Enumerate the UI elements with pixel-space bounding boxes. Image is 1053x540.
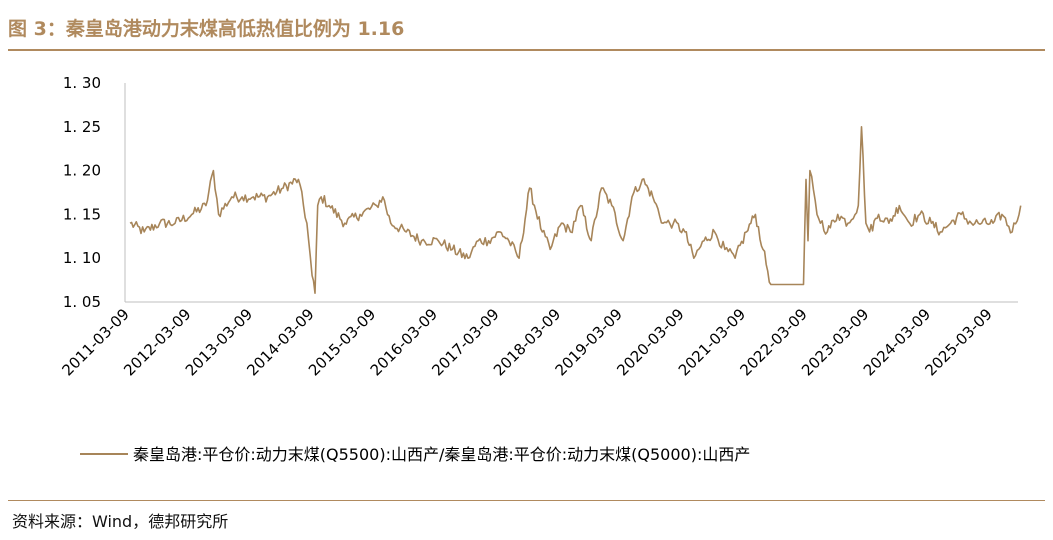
source-note: 资料来源：Wind，德邦研究所 <box>12 512 229 531</box>
y-tick-label: 1. 10 <box>63 249 101 267</box>
line-chart: 1. 30 1. 25 1. 20 1. 15 1. 10 1. 05 2011-03-0… <box>58 74 1022 464</box>
y-tick-label: 1. 30 <box>63 74 101 92</box>
title-rule <box>8 49 1045 51</box>
page-title: 图 3：秦皇岛港动力末煤高低热值比例为 1.16 <box>8 18 405 40</box>
y-tick-label: 1. 15 <box>63 205 101 223</box>
y-tick-label: 1. 25 <box>63 118 101 136</box>
series-line <box>129 126 1022 294</box>
source-rule <box>8 500 1045 501</box>
y-tick-label: 1. 05 <box>63 293 101 311</box>
y-tick-labels: 1. 30 1. 25 1. 20 1. 15 1. 10 1. 05 <box>63 74 101 311</box>
y-tick-label: 1. 20 <box>63 162 101 180</box>
legend-label: 秦皇岛港:平仓价:动力末煤(Q5500):山西产/秦皇岛港:平仓价:动力末煤(Q… <box>133 445 750 464</box>
x-tick-labels: 2011-03-092012-03-092013-03-092014-03-09… <box>58 305 995 379</box>
